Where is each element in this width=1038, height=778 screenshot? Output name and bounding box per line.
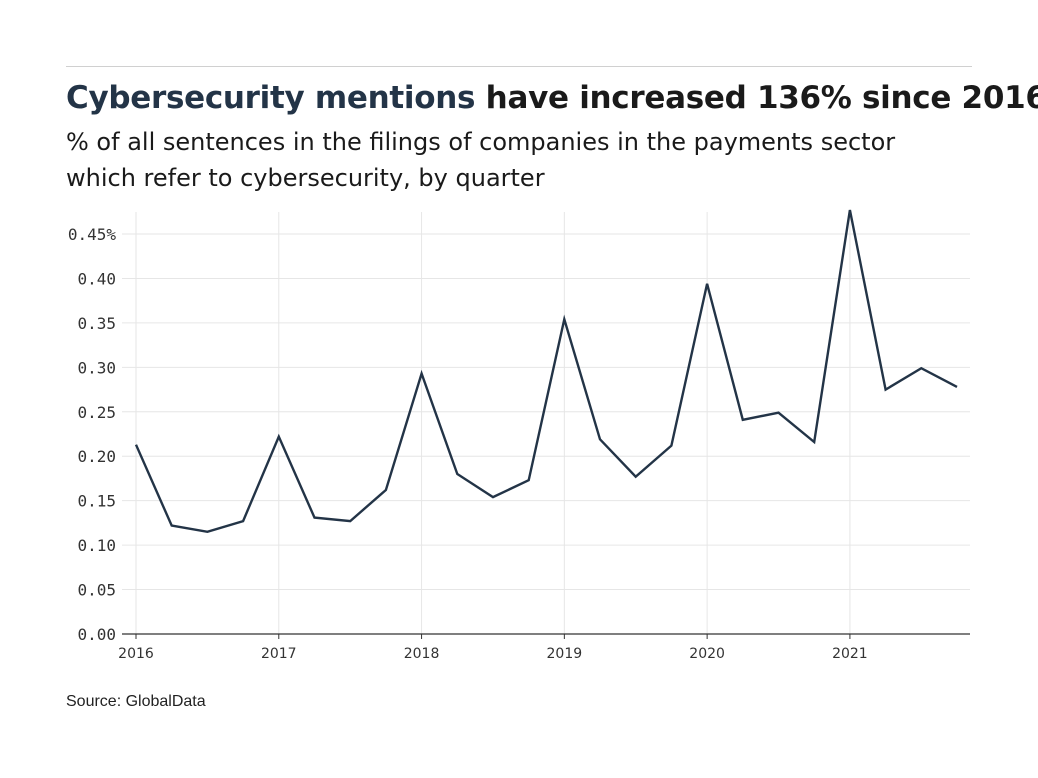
y-tick-label: 0.35 <box>77 314 116 333</box>
series-layer <box>134 209 958 534</box>
source-note: Source: GlobalData <box>66 693 206 710</box>
data-point <box>599 438 601 440</box>
y-tick-label: 0.00 <box>77 625 116 644</box>
x-tick-label: 2020 <box>689 646 725 662</box>
data-point <box>349 520 351 522</box>
data-point <box>385 489 387 491</box>
data-point <box>635 475 637 477</box>
data-point <box>956 386 958 388</box>
data-point <box>313 516 315 518</box>
data-point <box>670 444 672 446</box>
data-point <box>492 496 494 498</box>
data-point <box>813 441 815 443</box>
data-point <box>777 411 779 413</box>
data-point <box>278 435 280 437</box>
data-point <box>206 531 208 533</box>
data-point <box>527 479 529 481</box>
data-point <box>170 524 172 526</box>
axes <box>122 633 970 639</box>
x-tick-label: 2017 <box>261 646 297 662</box>
data-point <box>420 372 422 374</box>
data-point <box>242 520 244 522</box>
data-point <box>742 419 744 421</box>
title-highlight: Cybersecurity mentions <box>66 80 476 116</box>
y-tick-label: 0.30 <box>77 358 116 377</box>
tick-labels: 0.00 0.05 0.10 0.15 0.20 0.25 0.30 0.35 0.40 0.45… <box>68 225 868 662</box>
grid-lines <box>122 212 970 634</box>
data-point <box>706 283 708 285</box>
y-tick-label: 0.20 <box>77 447 116 466</box>
data-point <box>849 209 851 211</box>
y-tick-label: 0.40 <box>77 269 116 288</box>
y-tick-label: 0.10 <box>77 536 116 555</box>
data-point <box>456 473 458 475</box>
top-rule <box>66 66 972 67</box>
x-tick-label: 2016 <box>118 646 154 662</box>
y-tick-label: 0.15 <box>77 492 116 511</box>
x-tick-label: 2018 <box>404 646 440 662</box>
data-point <box>563 318 565 320</box>
x-tick-label: 2019 <box>547 646 583 662</box>
y-tick-label: 0.25 <box>77 403 116 422</box>
data-point <box>920 367 922 369</box>
x-tick-label: 2021 <box>832 646 868 662</box>
series-line <box>134 209 958 534</box>
title-rest: have increased 136% since 2016 <box>475 80 1038 116</box>
data-point <box>884 388 886 390</box>
chart-subtitle: % of all sentences in the filings of com… <box>66 128 896 192</box>
y-tick-label: 0.45% <box>68 225 117 244</box>
y-tick-label: 0.05 <box>77 581 116 600</box>
chart-title: Cybersecurity mentions have increased 13… <box>66 80 1038 116</box>
data-point <box>135 443 137 445</box>
